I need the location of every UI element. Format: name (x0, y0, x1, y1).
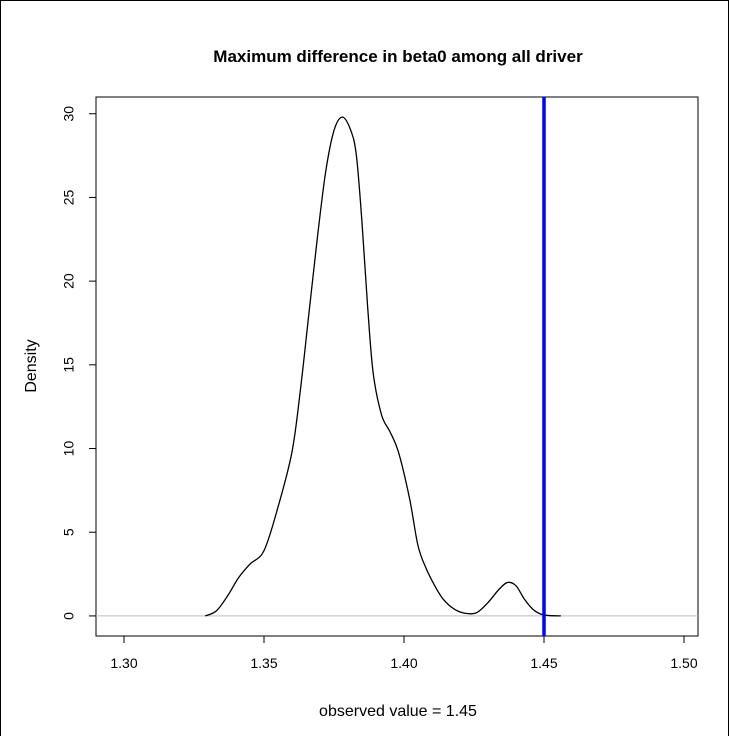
x-tick-label: 1.30 (110, 655, 137, 671)
x-tick-label: 1.35 (250, 655, 277, 671)
y-tick-label: 15 (61, 357, 77, 373)
y-tick-label: 25 (61, 189, 77, 205)
density-curve (204, 116, 561, 617)
y-tick-label: 0 (61, 612, 77, 620)
x-tick-label: 1.40 (390, 655, 417, 671)
x-axis: 1.30 1.35 1.40 1.45 1.50 (110, 635, 698, 671)
plot-area-box (95, 96, 699, 637)
plot-marks (96, 97, 698, 636)
y-axis: 0 5 10 15 20 25 30 (61, 106, 97, 620)
y-tick-label: 20 (61, 273, 77, 289)
y-tick-label: 10 (61, 441, 77, 457)
x-axis-label: observed value = 1.45 (319, 703, 477, 720)
y-tick-label: 5 (61, 528, 77, 536)
x-tick-label: 1.45 (530, 655, 557, 671)
y-tick-label: 30 (61, 106, 77, 122)
x-tick-label: 1.50 (670, 655, 697, 671)
chart-title: Maximum difference in beta0 among all dr… (213, 47, 583, 66)
y-axis-label: Density (23, 339, 40, 392)
